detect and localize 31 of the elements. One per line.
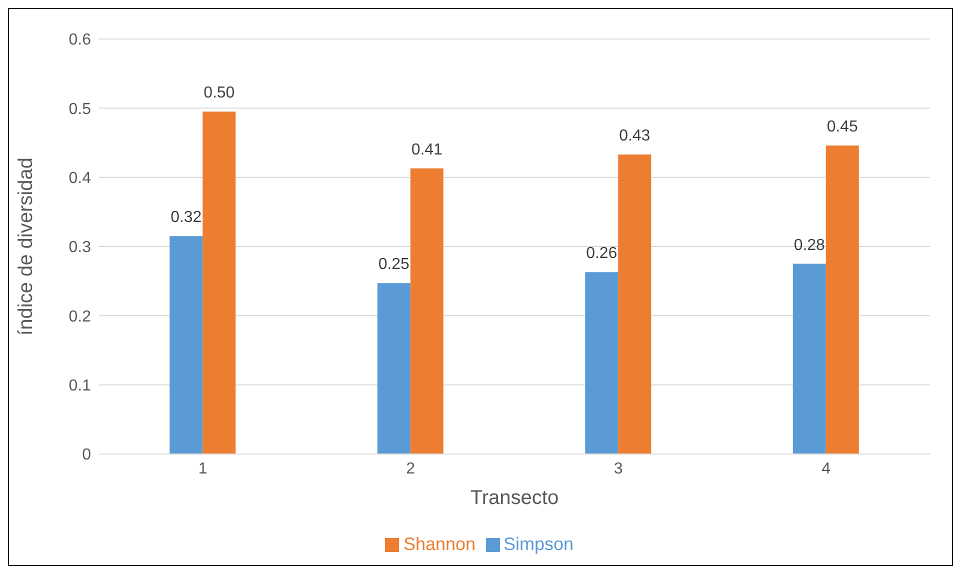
y-tick-label: 0.2 — [68, 308, 92, 326]
legend-label: Simpson — [504, 534, 574, 554]
y-axis-title: índice de diversidad — [15, 158, 38, 336]
data-label: 0.26 — [586, 245, 618, 262]
y-tick-label: 0.4 — [68, 170, 92, 188]
data-label: 0.32 — [170, 209, 202, 226]
bar — [826, 146, 859, 454]
data-label: 0.41 — [411, 141, 443, 158]
y-tick-label: 0 — [82, 446, 92, 464]
y-tick-label: 0.1 — [68, 378, 92, 395]
x-tick-label: 1 — [198, 460, 208, 478]
bar — [202, 112, 236, 454]
data-label: 0.28 — [794, 236, 826, 254]
bar — [618, 154, 652, 454]
data-label: 0.25 — [378, 256, 410, 274]
y-tick-label: 0.6 — [68, 32, 92, 49]
y-tick-label: 0.3 — [68, 239, 92, 256]
x-tick-label: 4 — [822, 460, 831, 478]
y-tick-label: 0.5 — [68, 100, 92, 118]
legend-label: Shannon — [403, 534, 476, 554]
x-tick-label: 2 — [406, 460, 416, 478]
data-label: 0.50 — [204, 84, 235, 102]
bar — [410, 168, 444, 454]
bar — [585, 272, 618, 454]
bar — [377, 283, 410, 454]
data-label: 0.45 — [826, 118, 858, 136]
bar — [170, 236, 203, 454]
x-axis-title: Transecto — [470, 487, 559, 509]
bar — [792, 264, 826, 454]
data-label: 0.43 — [619, 128, 650, 145]
x-tick-label: 3 — [614, 460, 623, 478]
